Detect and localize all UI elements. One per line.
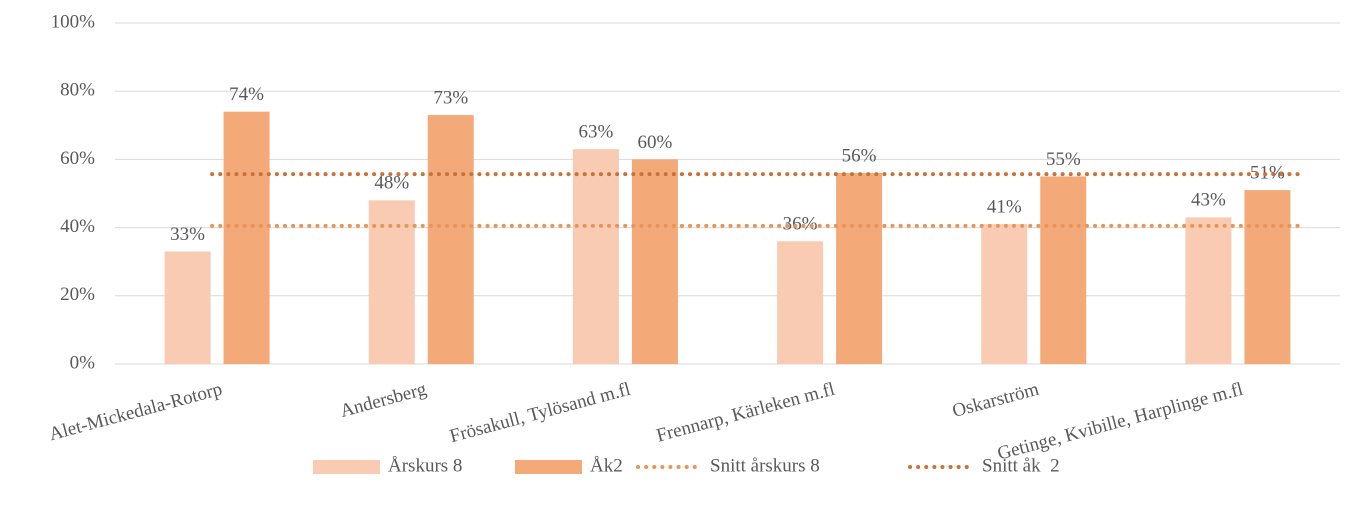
bar bbox=[1244, 190, 1291, 364]
bar bbox=[223, 111, 270, 364]
bar bbox=[1185, 217, 1232, 364]
bar bbox=[1040, 176, 1087, 364]
legend-label: Snitt åk 2 bbox=[982, 455, 1060, 476]
bar bbox=[981, 224, 1028, 364]
legend-label: Snitt årskurs 8 bbox=[710, 455, 820, 476]
y-tick-label: 40% bbox=[60, 216, 95, 237]
bar bbox=[427, 115, 474, 364]
data-label: 36% bbox=[783, 214, 818, 235]
data-label: 56% bbox=[842, 145, 877, 166]
data-label: 63% bbox=[579, 122, 614, 143]
x-tick-label: Alet-Mickedala-Rotorp bbox=[47, 379, 225, 445]
x-tick-label: Andersberg bbox=[338, 379, 429, 422]
data-label: 33% bbox=[170, 224, 205, 245]
y-tick-label: 60% bbox=[60, 148, 95, 169]
bar bbox=[836, 173, 883, 364]
data-label: 60% bbox=[638, 132, 673, 153]
data-label: 73% bbox=[433, 87, 468, 108]
legend-label: Årskurs 8 bbox=[388, 455, 462, 476]
y-tick-label: 80% bbox=[60, 80, 95, 101]
legend-swatch bbox=[515, 460, 582, 474]
x-tick-label: Frennarp, Kärleken m.fl bbox=[654, 379, 837, 447]
legend-swatch bbox=[313, 460, 380, 474]
bar bbox=[164, 251, 211, 364]
bar bbox=[572, 149, 619, 364]
data-label: 41% bbox=[987, 197, 1022, 218]
x-tick-label: Frösakull, Tylösand m.fl bbox=[448, 379, 633, 447]
data-label: 43% bbox=[1191, 190, 1226, 211]
data-label: 55% bbox=[1046, 149, 1081, 170]
y-tick-label: 0% bbox=[70, 352, 96, 373]
bar bbox=[631, 159, 678, 364]
data-label: 74% bbox=[229, 84, 264, 105]
data-label: 51% bbox=[1250, 162, 1285, 183]
bar bbox=[777, 241, 824, 364]
legend-label: Åk2 bbox=[590, 455, 623, 476]
data-label: 48% bbox=[374, 173, 409, 194]
y-tick-label: 100% bbox=[51, 11, 96, 32]
x-tick-label: Oskarström bbox=[950, 379, 1041, 422]
y-tick-label: 20% bbox=[60, 284, 95, 305]
